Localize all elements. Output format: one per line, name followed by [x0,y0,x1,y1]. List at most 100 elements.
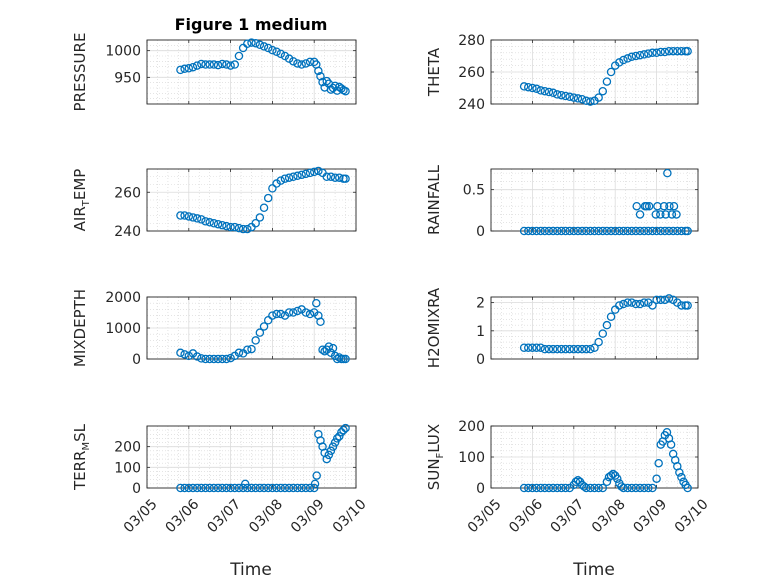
data-point [263,193,273,203]
data-point [289,308,298,317]
x-tick-label: 03/08 [246,496,286,536]
data-point [188,62,198,72]
data-point [590,226,599,236]
data-point [598,483,608,493]
axes-box [146,39,357,105]
x-tick-label: 03/09 [288,496,328,536]
data-point [619,483,628,493]
data-point [561,483,570,493]
data-point [341,423,350,433]
y-tick-label: 0 [476,481,485,497]
data-point [598,226,608,236]
data-point [548,344,558,354]
data-point [632,201,641,211]
data-point [594,337,603,347]
data-point [339,425,348,435]
data-point [213,60,223,70]
data-point [544,87,554,97]
subplot-3: 240 260 AIRTEMP [71,166,357,240]
data-point [234,483,244,493]
data-point [184,483,194,493]
data-point [569,226,579,236]
data-point [305,168,315,178]
data-point [644,483,653,493]
data-point [631,51,641,61]
data-point [234,223,244,233]
data-point [243,483,252,493]
data-point [255,328,265,337]
data-point [217,59,227,69]
data-point [663,168,672,178]
data-point [197,354,206,363]
data-point [209,354,219,364]
data-point [272,483,281,493]
data-point [642,201,651,211]
data-point [635,210,645,219]
data-point [656,295,665,305]
data-point [675,468,684,477]
data-point [259,483,269,493]
data-point [184,351,194,361]
data-point [627,52,637,62]
data-point [222,221,231,231]
x-tick-label: 03/07 [548,496,588,536]
data-point [251,336,260,345]
data-point [326,446,336,456]
data-point [532,84,541,94]
data-point [226,61,235,70]
data-point [683,226,692,236]
x-tick-label: 03/09 [630,496,670,536]
data-point [664,294,674,303]
data-point [293,59,302,68]
y-tick-label: 950 [114,70,141,86]
data-point [598,86,608,96]
data-point [332,434,342,443]
data-point [635,483,645,493]
data-point [586,97,595,106]
data-point [673,46,682,56]
data-point [222,354,231,364]
data-point [540,483,550,493]
data-point [581,226,591,236]
data-point [519,343,529,352]
data-point [594,226,603,236]
data-point [180,64,189,74]
data-point [276,309,286,319]
data-point [293,306,302,316]
x-tick-label: 03/08 [589,496,629,536]
data-point [176,211,185,220]
data-point [217,354,227,364]
data-point [276,483,286,493]
data-point [180,350,189,359]
data-point [301,483,311,493]
data-point [581,483,591,493]
data-point [328,83,338,93]
data-point [201,217,210,226]
y-tick-label: 100 [114,460,141,476]
subplot-6: 0 1 2 H2OMIXRA [425,287,699,368]
y-axis-label: AIRTEMP [71,169,92,232]
data-point [665,201,674,211]
data-point [284,308,294,317]
data-point [669,201,679,211]
data-point [188,483,198,493]
data-point [668,226,678,236]
data-point [631,226,641,236]
x-axis-label-left: Time [229,560,272,580]
y-axis-label: SUNFLUX [425,424,446,490]
data-point [602,477,612,487]
data-point [312,471,321,480]
data-point [341,86,350,96]
data-point [280,174,290,183]
data-point [536,483,545,493]
data-point [594,93,603,102]
data-point [314,166,323,176]
data-point [255,213,265,222]
data-point [309,483,319,493]
data-point [276,49,286,59]
data-point [524,226,533,236]
data-point [613,474,622,483]
data-point [259,42,269,51]
y-tick-label: 0 [476,352,485,368]
data-point [197,59,206,69]
